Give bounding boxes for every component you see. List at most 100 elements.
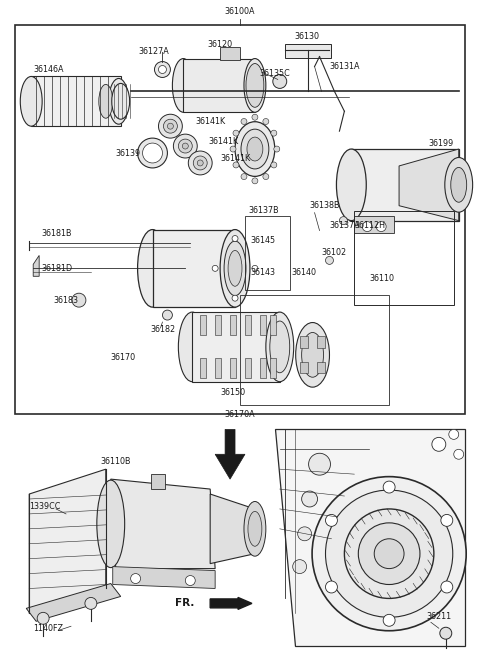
Ellipse shape (312, 477, 466, 630)
Ellipse shape (230, 146, 236, 152)
Text: 36170: 36170 (111, 354, 136, 362)
Text: 36146A: 36146A (33, 65, 64, 74)
Bar (245, 315, 251, 335)
Polygon shape (399, 149, 459, 220)
Bar (151, 474, 166, 489)
Ellipse shape (325, 256, 334, 264)
Bar (245, 358, 251, 378)
Text: 36143: 36143 (250, 268, 275, 277)
Ellipse shape (172, 58, 194, 112)
Ellipse shape (158, 66, 167, 73)
Bar (183, 58, 255, 112)
Text: 36131A: 36131A (329, 62, 360, 71)
Ellipse shape (109, 79, 129, 124)
Bar (15, 25, 465, 415)
Ellipse shape (138, 138, 168, 168)
Bar (240, 295, 389, 405)
Ellipse shape (193, 156, 207, 170)
Text: 36141K: 36141K (220, 154, 250, 163)
Ellipse shape (454, 449, 464, 459)
Ellipse shape (383, 614, 395, 626)
Text: 36150: 36150 (220, 388, 245, 397)
Ellipse shape (271, 130, 277, 136)
Polygon shape (113, 567, 215, 588)
Polygon shape (29, 469, 106, 613)
Ellipse shape (362, 222, 372, 232)
Bar (300, 337, 308, 348)
Ellipse shape (241, 119, 247, 125)
Ellipse shape (85, 598, 97, 609)
Polygon shape (33, 255, 39, 276)
Polygon shape (210, 494, 255, 564)
Ellipse shape (449, 430, 459, 440)
Text: 36170A: 36170A (225, 410, 255, 419)
Ellipse shape (298, 527, 312, 541)
Ellipse shape (441, 514, 453, 526)
Ellipse shape (339, 216, 348, 224)
Bar (317, 337, 325, 348)
Bar (192, 312, 280, 382)
Ellipse shape (451, 167, 467, 202)
Text: 36211: 36211 (427, 612, 452, 621)
Text: 36137B: 36137B (248, 206, 278, 215)
Ellipse shape (131, 573, 141, 584)
Ellipse shape (441, 581, 453, 593)
Ellipse shape (263, 119, 269, 125)
Ellipse shape (241, 174, 247, 180)
Text: 36137A: 36137A (329, 221, 360, 230)
Bar (153, 230, 235, 307)
Text: 36181D: 36181D (41, 264, 72, 273)
Ellipse shape (162, 310, 172, 320)
Ellipse shape (374, 539, 404, 569)
Ellipse shape (197, 160, 203, 166)
Text: 36145: 36145 (250, 236, 275, 245)
Text: 36120: 36120 (207, 40, 232, 49)
Text: 36112H: 36112H (354, 221, 385, 230)
Polygon shape (26, 584, 120, 621)
Bar (220, 47, 240, 60)
Ellipse shape (232, 236, 238, 241)
Ellipse shape (20, 77, 42, 126)
Text: 36110: 36110 (369, 274, 394, 283)
Bar (245, 216, 290, 290)
Polygon shape (275, 430, 465, 646)
Ellipse shape (37, 612, 49, 625)
Ellipse shape (179, 312, 206, 382)
Text: 36127A: 36127A (139, 47, 169, 56)
Bar (270, 315, 276, 335)
Ellipse shape (112, 83, 130, 119)
Text: 36140: 36140 (292, 268, 317, 277)
Bar (354, 216, 394, 233)
Ellipse shape (301, 491, 318, 507)
Ellipse shape (263, 174, 269, 180)
Text: 36139: 36139 (116, 148, 141, 157)
Ellipse shape (432, 438, 446, 451)
Ellipse shape (244, 58, 266, 112)
Ellipse shape (164, 119, 178, 133)
Text: 36181B: 36181B (41, 229, 72, 238)
Ellipse shape (212, 266, 218, 272)
Ellipse shape (248, 512, 262, 546)
Text: 36138B: 36138B (310, 201, 340, 210)
Ellipse shape (233, 130, 239, 136)
Bar (317, 361, 325, 373)
Ellipse shape (309, 453, 330, 475)
Ellipse shape (301, 333, 324, 377)
Text: 36183: 36183 (53, 296, 78, 304)
Ellipse shape (244, 501, 266, 556)
Ellipse shape (246, 64, 264, 108)
Bar (200, 315, 206, 335)
Ellipse shape (182, 143, 188, 149)
Ellipse shape (173, 134, 197, 158)
Text: 36100A: 36100A (225, 7, 255, 16)
Bar (215, 315, 221, 335)
Ellipse shape (185, 575, 195, 586)
Text: 36135C: 36135C (260, 69, 290, 78)
Bar (354, 211, 454, 305)
Bar (230, 358, 236, 378)
Ellipse shape (233, 162, 239, 168)
Ellipse shape (325, 514, 337, 526)
Ellipse shape (266, 312, 294, 382)
Ellipse shape (383, 481, 395, 493)
Bar (260, 358, 266, 378)
